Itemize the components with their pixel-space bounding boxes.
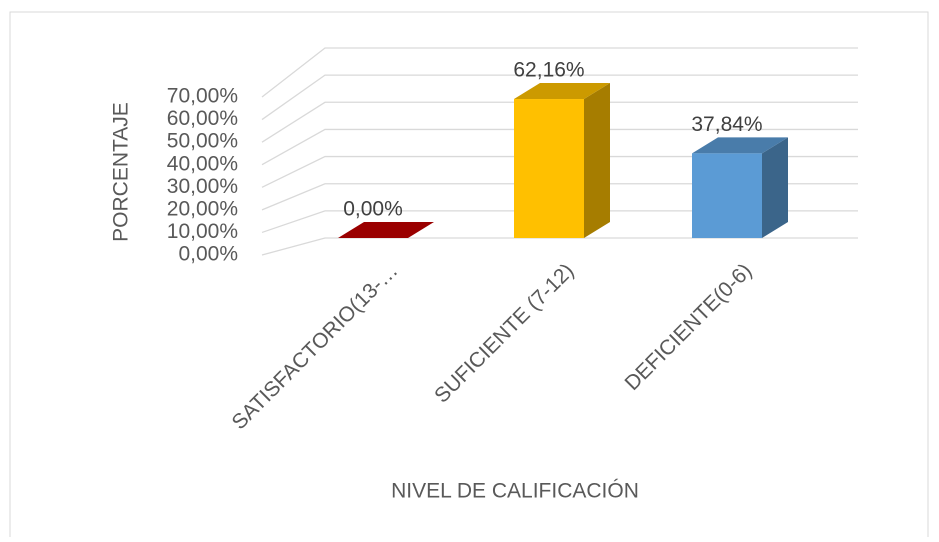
grid-line bbox=[261, 74, 858, 121]
y-tick-label: 0,00% bbox=[178, 243, 238, 266]
bar bbox=[514, 99, 584, 238]
bar-top bbox=[692, 137, 788, 154]
bar bbox=[692, 153, 762, 238]
y-axis-title: PORCENTAJE bbox=[110, 102, 133, 242]
grid-line bbox=[261, 101, 858, 143]
x-tick-label: SATISFACTORIO(13-… bbox=[227, 259, 402, 434]
y-tick-label: 40,00% bbox=[167, 152, 238, 175]
bar-side bbox=[762, 137, 788, 238]
x-tick-label: SUFICIENTE (7-12) bbox=[430, 259, 578, 407]
grid-line bbox=[261, 128, 858, 166]
y-tick-label: 30,00% bbox=[167, 175, 238, 198]
grid-line bbox=[261, 155, 858, 188]
y-tick-label: 60,00% bbox=[167, 107, 238, 130]
x-tick-label: DEFICIENTE(0-6) bbox=[621, 259, 757, 395]
chart-border bbox=[9, 11, 929, 542]
grid-line bbox=[261, 210, 858, 234]
bar-side bbox=[584, 83, 610, 238]
y-tick-label: 70,00% bbox=[167, 85, 238, 108]
value-label: 37,84% bbox=[691, 113, 762, 136]
y-tick-label: 50,00% bbox=[167, 130, 238, 153]
grid-line bbox=[261, 237, 858, 256]
value-label: 0,00% bbox=[343, 198, 403, 221]
value-label: 62,16% bbox=[513, 59, 584, 82]
y-tick-label: 10,00% bbox=[167, 220, 238, 243]
grid-line bbox=[261, 183, 858, 211]
bar-top bbox=[514, 83, 610, 100]
y-tick-label: 20,00% bbox=[167, 197, 238, 220]
x-axis-title: NIVEL DE CALIFICACIÓN bbox=[391, 480, 639, 503]
grid-line bbox=[261, 47, 858, 98]
bar-top bbox=[338, 222, 434, 238]
